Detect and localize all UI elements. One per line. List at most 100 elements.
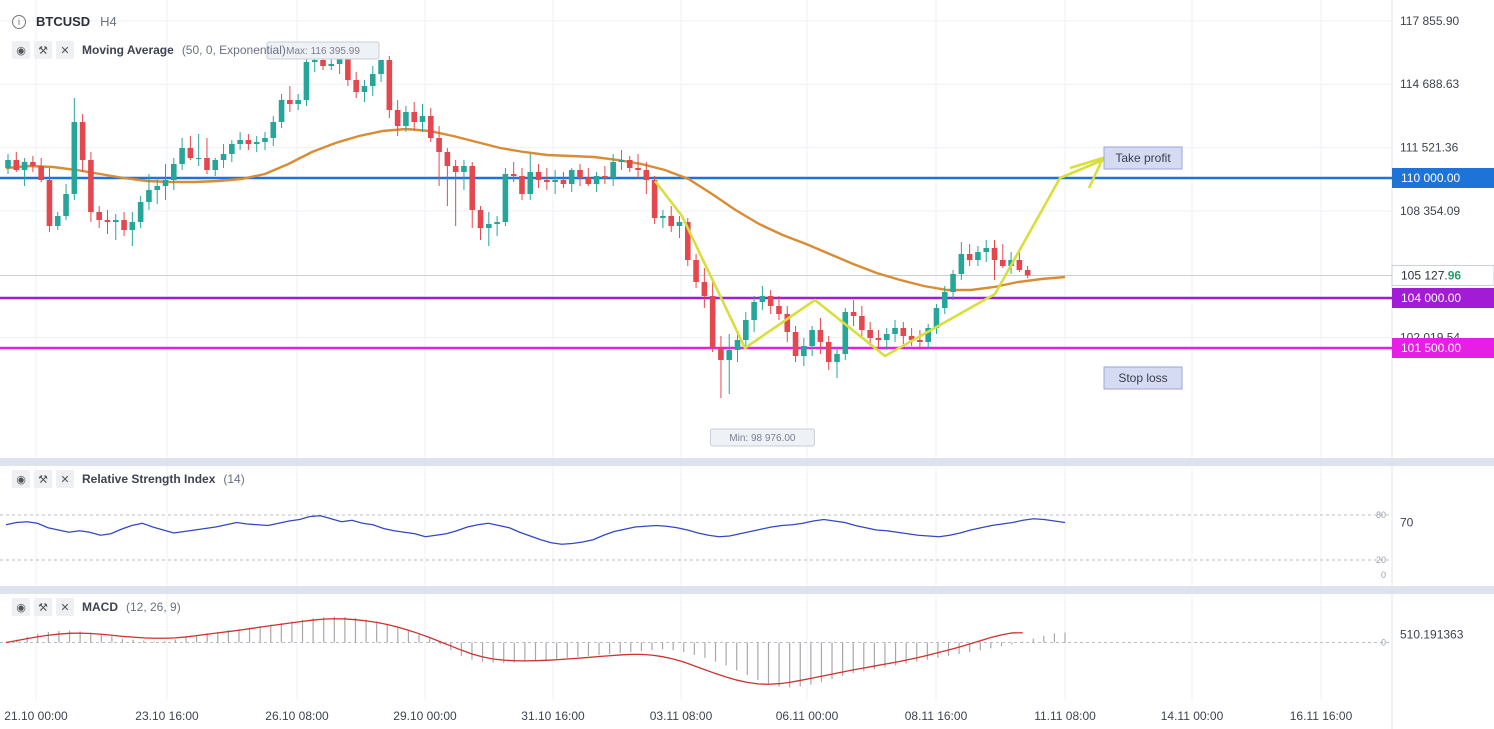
level-price-label: 104 000.00 [1401, 291, 1461, 305]
candle-body [668, 216, 674, 226]
candle-body [966, 254, 973, 260]
candle-body [917, 340, 923, 342]
time-tick-label: 21.10 00:00 [4, 709, 68, 723]
candle-body [726, 350, 733, 360]
close-icon[interactable]: ✕ [56, 470, 74, 488]
eye-icon[interactable]: ◉ [12, 470, 30, 488]
candle-body [469, 166, 476, 210]
candle-body [867, 330, 873, 338]
candle-body [817, 330, 824, 342]
candle-body [660, 216, 666, 218]
candle-body [452, 166, 459, 172]
candle-body [1000, 260, 1006, 266]
price-tick-label: 114 688.63 [1400, 77, 1459, 91]
candle-body [13, 160, 20, 170]
candle-body [585, 178, 592, 184]
candle-body [701, 282, 708, 296]
candle-body [179, 148, 185, 164]
candle-body [610, 162, 616, 178]
rsi-pane: 80 20 0 [0, 510, 1392, 580]
candle-body [112, 220, 119, 222]
horizontal-levels [0, 176, 1392, 350]
candle-body [502, 174, 509, 222]
candle-body [419, 116, 426, 122]
candle-body [220, 154, 227, 160]
candle-body [494, 222, 500, 224]
pattern-drawing[interactable] [653, 155, 1106, 358]
candle-body [369, 74, 376, 86]
candle-body [303, 62, 310, 100]
candle-body [875, 338, 882, 340]
candle-body [958, 254, 965, 274]
candle-body [743, 320, 749, 340]
candle-body [46, 180, 53, 226]
candle-body [784, 314, 791, 332]
candle-body [204, 158, 210, 170]
rsi-indicator-name: Relative Strength Index [82, 472, 216, 486]
candle-body [71, 122, 78, 194]
candle-body [477, 210, 484, 228]
close-icon[interactable]: ✕ [56, 41, 74, 59]
info-circle-icon[interactable]: i [12, 14, 26, 29]
candle-body [552, 180, 558, 182]
time-tick-label: 06.11 00:00 [776, 709, 839, 723]
wrench-icon[interactable]: ⚒ [34, 470, 52, 488]
candle-body [602, 176, 608, 178]
macd-pane: 0 [0, 616, 1392, 688]
candle-body [253, 142, 260, 144]
eye-icon[interactable]: ◉ [12, 598, 30, 616]
time-tick-label: 26.10 08:00 [265, 709, 329, 723]
candle-body [693, 260, 699, 282]
candle-body [96, 212, 102, 220]
wrench-icon[interactable]: ⚒ [34, 598, 52, 616]
candle-body [162, 180, 169, 186]
time-tick-label: 16.11 16:00 [1290, 709, 1353, 723]
macd-indicator-params: (12, 26, 9) [126, 600, 181, 614]
min-label: Min: 98 976.00 [729, 433, 796, 444]
max-label: Max: 116 395.99 [286, 46, 360, 57]
candle-body [718, 348, 724, 360]
candle-body [444, 152, 451, 166]
candle-body [353, 80, 359, 92]
candle-body [842, 312, 849, 354]
candle-body [54, 216, 61, 226]
time-tick-label: 11.11 08:00 [1034, 709, 1096, 723]
level-price-tag [1392, 288, 1494, 308]
rsi-indicator-params: (14) [223, 472, 245, 486]
candle-body [171, 164, 177, 180]
macd-zero-label: 0 [1381, 638, 1386, 648]
eye-icon[interactable]: ◉ [12, 41, 30, 59]
pattern-line [653, 158, 1104, 358]
candle-body [63, 194, 69, 216]
candle-body [535, 172, 542, 180]
candle-body [295, 100, 301, 104]
wrench-icon[interactable]: ⚒ [34, 41, 52, 59]
macd-value-label: 510.191363 [1400, 628, 1464, 642]
candle-body [883, 334, 890, 340]
rsi-level-label: 0 [1381, 570, 1386, 580]
candle-body [983, 248, 990, 252]
candle-body [825, 342, 832, 362]
candle-body [767, 296, 774, 306]
candles[interactable] [5, 50, 1031, 398]
candle-body [676, 222, 683, 226]
candle-body [278, 100, 285, 122]
candle-body [427, 116, 434, 138]
candle-body [361, 86, 368, 92]
candle-body [137, 202, 144, 222]
candle-body [212, 160, 219, 170]
candle-body [925, 328, 931, 342]
level-price-label: 101 500.00 [1401, 341, 1461, 355]
candle-body [88, 160, 94, 212]
annotation-label: Stop loss [1118, 371, 1167, 385]
current-price-tag [1391, 264, 1494, 286]
candle-body [229, 144, 235, 154]
max-label-box [266, 41, 380, 60]
time-tick-label: 31.10 16:00 [521, 709, 585, 723]
candle-body [568, 170, 575, 184]
timeframe-label[interactable]: H4 [100, 14, 117, 29]
candle-body [527, 172, 534, 194]
close-icon[interactable]: ✕ [56, 598, 74, 616]
